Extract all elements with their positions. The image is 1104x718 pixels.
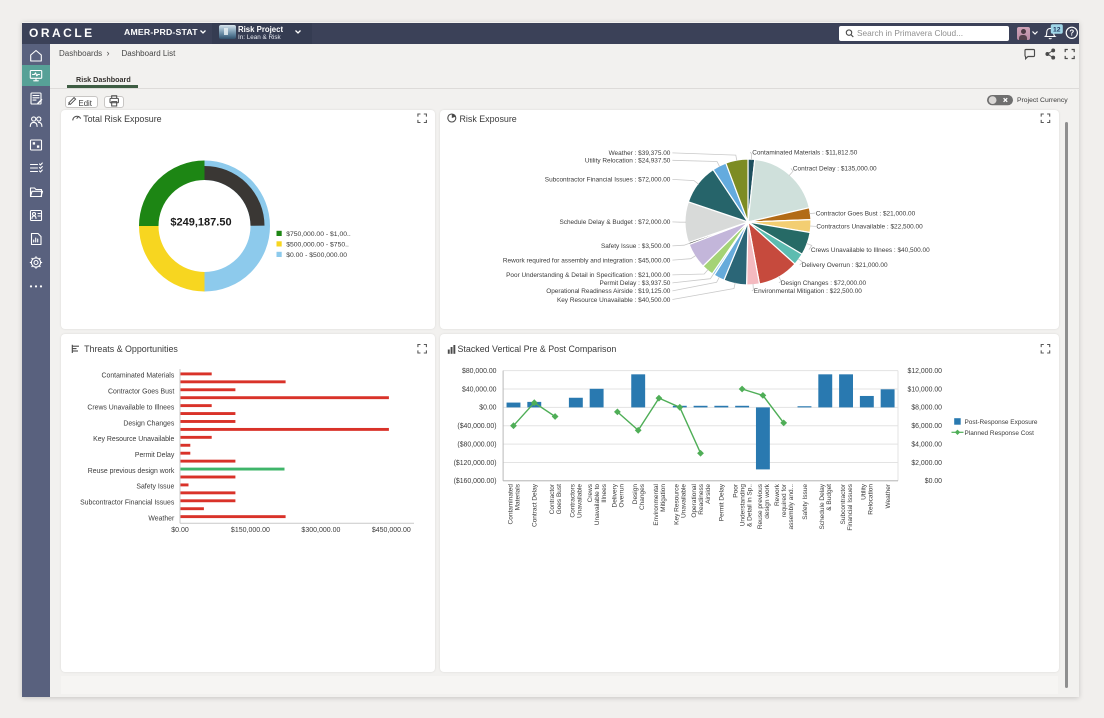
svg-text:Utility: Utility xyxy=(861,483,868,500)
svg-text:$0.00: $0.00 xyxy=(171,527,189,534)
svg-text:Design: Design xyxy=(632,484,639,505)
svg-text:Understanding: Understanding xyxy=(740,484,747,527)
svg-text:Design Changes : $72,000.00: Design Changes : $72,000.00 xyxy=(781,280,867,287)
svg-text:Operational Readiness Airside: Operational Readiness Airside : $19,125.… xyxy=(546,288,671,295)
svg-text:($80,000.00): ($80,000.00) xyxy=(457,442,496,449)
svg-text:Key Resource Unavailable : $40: Key Resource Unavailable : $40,500.00 xyxy=(557,297,671,304)
svg-text:Key Resource Unavailable: Key Resource Unavailable xyxy=(93,436,174,443)
svg-text:Goes Bust: Goes Bust xyxy=(556,484,563,515)
svg-text:$12,000.00: $12,000.00 xyxy=(908,368,943,375)
svg-text:$300,000.00: $300,000.00 xyxy=(301,527,340,534)
svg-text:& Detail in Sp..: & Detail in Sp.. xyxy=(747,484,754,527)
svg-text:Permit Delay : $3,937.50: Permit Delay : $3,937.50 xyxy=(600,280,671,287)
svg-text:Schedule Delay & Budget : $72,: Schedule Delay & Budget : $72,000.00 xyxy=(559,219,670,226)
svg-text:Subcontractor: Subcontractor xyxy=(840,483,847,524)
svg-text:Delivery: Delivery xyxy=(611,483,618,507)
svg-text:$500,000.00 - $750..: $500,000.00 - $750.. xyxy=(286,241,349,248)
svg-text:Rework required for assembly a: Rework required for assembly and integra… xyxy=(503,257,671,264)
svg-text:Operational: Operational xyxy=(691,483,698,517)
svg-text:Rework: Rework xyxy=(774,483,781,506)
svg-text:Financial Issues: Financial Issues xyxy=(847,483,854,530)
svg-text:Contract Delay: Contract Delay xyxy=(532,483,539,527)
svg-text:Reuse previous: Reuse previous xyxy=(757,483,764,529)
svg-text:$2,000.00: $2,000.00 xyxy=(911,460,942,467)
svg-text:Contractors Unavailable : $22,: Contractors Unavailable : $22,500.00 xyxy=(816,224,923,231)
svg-text:Utility Relocation : $24,937.5: Utility Relocation : $24,937.50 xyxy=(585,158,671,165)
svg-text:?: ? xyxy=(1069,29,1074,38)
svg-text:Weather: Weather xyxy=(148,515,175,522)
svg-text:Permit Delay: Permit Delay xyxy=(135,452,175,459)
svg-text:Safety Issue : $3,500.00: Safety Issue : $3,500.00 xyxy=(601,243,671,250)
svg-text:Contaminated: Contaminated xyxy=(507,484,514,525)
svg-text:Weather: Weather xyxy=(885,483,892,508)
svg-text:Permit Delay: Permit Delay xyxy=(719,483,726,521)
svg-text:assembly and...: assembly and... xyxy=(788,484,795,530)
svg-text:Poor Understanding & Detail in: Poor Understanding & Detail in Specifica… xyxy=(506,272,671,279)
svg-text:Subcontractor Financial Issues: Subcontractor Financial Issues xyxy=(80,500,175,507)
svg-text:Safety Issue: Safety Issue xyxy=(802,484,809,520)
svg-text:Contaminated Materials: Contaminated Materials xyxy=(102,373,175,380)
svg-text:design work: design work xyxy=(764,483,771,518)
svg-text:$0.00: $0.00 xyxy=(925,478,942,485)
svg-text:Unavailable: Unavailable xyxy=(681,484,688,518)
svg-text:Safety Issue: Safety Issue xyxy=(136,484,174,491)
svg-text:Planned Response Cost: Planned Response Cost xyxy=(965,430,1035,437)
svg-text:$8,000.00: $8,000.00 xyxy=(911,405,942,412)
svg-text:$150,000.00: $150,000.00 xyxy=(231,527,270,534)
svg-text:($120,000.00): ($120,000.00) xyxy=(454,460,497,467)
svg-text:Readiness: Readiness xyxy=(698,483,705,514)
svg-text:Materials: Materials xyxy=(514,483,521,510)
svg-text:Contractor: Contractor xyxy=(549,483,556,514)
svg-text:Airside: Airside xyxy=(705,484,712,504)
svg-text:Overrun: Overrun xyxy=(618,484,625,508)
svg-text:required for: required for xyxy=(781,483,788,517)
svg-text:$450,000.00: $450,000.00 xyxy=(372,527,411,534)
svg-text:Weather : $39,375.00: Weather : $39,375.00 xyxy=(609,150,671,157)
svg-text:Schedule Delay: Schedule Delay xyxy=(819,483,826,529)
svg-text:Crews Unavailable to Illnees: Crews Unavailable to Illnees xyxy=(87,404,174,411)
svg-text:Changes: Changes xyxy=(639,483,646,510)
svg-text:Relocation: Relocation xyxy=(868,484,875,515)
svg-text:Key Resource: Key Resource xyxy=(674,484,681,525)
svg-text:Contractors: Contractors xyxy=(570,483,577,517)
svg-text:& Budget: & Budget xyxy=(826,484,833,511)
svg-text:Design Changes: Design Changes xyxy=(123,420,175,427)
svg-text:Environmental Mitigation : $22: Environmental Mitigation : $22,500.00 xyxy=(754,288,862,295)
svg-text:($160,000.00): ($160,000.00) xyxy=(454,478,497,485)
svg-text:Delivery Overrun : $21,000.00: Delivery Overrun : $21,000.00 xyxy=(802,262,888,269)
svg-text:$750,000.00 - $1,00..: $750,000.00 - $1,00.. xyxy=(286,231,351,238)
svg-text:Mitigation: Mitigation xyxy=(660,484,667,512)
svg-text:Poor: Poor xyxy=(733,483,740,498)
svg-text:Contract Delay : $135,000.00: Contract Delay : $135,000.00 xyxy=(793,166,877,173)
svg-text:$40,000.00: $40,000.00 xyxy=(462,386,497,393)
svg-text:Reuse previous design work: Reuse previous design work xyxy=(88,468,175,475)
svg-text:Crews: Crews xyxy=(587,483,594,502)
svg-text:$0.00 - $500,000.00: $0.00 - $500,000.00 xyxy=(286,252,347,259)
svg-text:($40,000.00): ($40,000.00) xyxy=(457,423,496,430)
svg-text:$4,000.00: $4,000.00 xyxy=(911,442,942,449)
svg-text:Contractor Goes Bust: Contractor Goes Bust xyxy=(108,389,174,396)
svg-text:$10,000.00: $10,000.00 xyxy=(908,386,943,393)
svg-text:Crews Unavailable to Illnees :: Crews Unavailable to Illnees : $40,500.0… xyxy=(811,247,930,254)
svg-text:$6,000.00: $6,000.00 xyxy=(911,423,942,430)
svg-text:$80,000.00: $80,000.00 xyxy=(462,368,497,375)
svg-text:Unavailable to: Unavailable to xyxy=(594,484,601,526)
svg-text:Environmental: Environmental xyxy=(653,483,660,525)
svg-text:Unavailable: Unavailable xyxy=(577,484,584,518)
svg-text:$0.00: $0.00 xyxy=(479,405,496,412)
svg-text:$249,187.50: $249,187.50 xyxy=(170,216,231,228)
svg-text:Post-Response Exposure: Post-Response Exposure xyxy=(965,419,1038,426)
svg-text:12: 12 xyxy=(1053,27,1061,34)
svg-text:Illnees: Illnees xyxy=(601,483,608,503)
svg-text:Subcontractor Financial Issues: Subcontractor Financial Issues : $72,000… xyxy=(545,177,671,184)
svg-text:Contaminated Materials : $11,8: Contaminated Materials : $11,812.50 xyxy=(752,149,858,156)
svg-text:Contractor Goes Bust : $21,000: Contractor Goes Bust : $21,000.00 xyxy=(816,211,916,218)
